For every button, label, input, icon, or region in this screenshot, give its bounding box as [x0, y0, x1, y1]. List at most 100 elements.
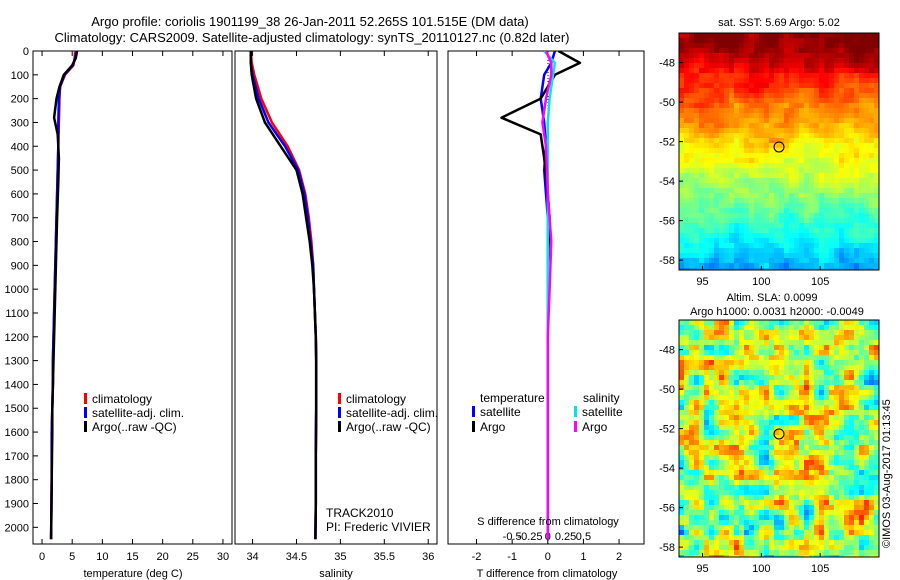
heatmap-cell [794, 228, 799, 233]
heatmap-cell [814, 500, 819, 505]
heatmap-cell [749, 545, 754, 550]
heatmap-cell [854, 530, 859, 535]
heatmap-cell [729, 435, 734, 440]
heatmap-cell [849, 38, 854, 43]
heatmap-cell [754, 470, 759, 475]
heatmap-cell [704, 103, 709, 108]
heatmap-cell [734, 73, 739, 78]
heatmap-cell [754, 485, 759, 490]
heatmap-cell [744, 203, 749, 208]
heatmap-cell [709, 525, 714, 530]
heatmap-cell [714, 103, 719, 108]
heatmap-cell [844, 108, 849, 113]
heatmap-cell [839, 48, 844, 53]
heatmap-cell [744, 355, 749, 360]
heatmap-cell [754, 78, 759, 83]
heatmap-cell [704, 178, 709, 183]
heatmap-cell [794, 98, 799, 103]
heatmap-cell [814, 103, 819, 108]
heatmap-cell [834, 515, 839, 520]
heatmap-cell [754, 495, 759, 500]
heatmap-cell [829, 268, 834, 270]
heatmap-cell [719, 258, 724, 263]
heatmap-cell [684, 233, 689, 238]
heatmap-cell [824, 173, 829, 178]
heatmap-cell [799, 520, 804, 525]
heatmap-cell [854, 193, 859, 198]
heatmap-cell [764, 98, 769, 103]
heatmap-cell [799, 430, 804, 435]
heatmap-cell [749, 263, 754, 268]
heatmap-cell [834, 435, 839, 440]
heatmap-cell [804, 163, 809, 168]
heatmap-cell [789, 555, 794, 557]
heatmap-cell [759, 88, 764, 93]
heatmap-cell [804, 153, 809, 158]
heatmap-cell [699, 83, 704, 88]
heatmap-cell [859, 410, 864, 415]
heatmap-cell [784, 123, 789, 128]
heatmap-cell [809, 405, 814, 410]
heatmap-cell [824, 113, 829, 118]
heatmap-cell [794, 188, 799, 193]
heatmap-cell [819, 123, 824, 128]
heatmap-cell [869, 88, 874, 93]
heatmap-cell [759, 440, 764, 445]
heatmap-cell [849, 63, 854, 68]
heatmap-cell [734, 490, 739, 495]
heatmap-cell [754, 430, 759, 435]
heatmap-cell [864, 485, 869, 490]
heatmap-cell [874, 360, 879, 365]
heatmap-cell [794, 460, 799, 465]
heatmap-cell [754, 33, 759, 38]
heatmap-cell [779, 420, 784, 425]
heatmap-cell [754, 520, 759, 525]
heatmap-cell [769, 410, 774, 415]
heatmap-cell [784, 350, 789, 355]
heatmap-cell [869, 148, 874, 153]
heatmap-cell [859, 530, 864, 535]
heatmap-cell [704, 193, 709, 198]
heatmap-cell [704, 88, 709, 93]
heatmap-cell [714, 405, 719, 410]
heatmap-cell [769, 405, 774, 410]
heatmap-cell [699, 228, 704, 233]
heatmap-cell [709, 228, 714, 233]
heatmap-cell [779, 78, 784, 83]
heatmap-cell [759, 228, 764, 233]
heatmap-cell [749, 108, 754, 113]
heatmap-cell [684, 268, 689, 270]
heatmap-cell [854, 335, 859, 340]
heatmap-cell [694, 108, 699, 113]
heatmap-cell [849, 540, 854, 545]
heatmap-cell [759, 405, 764, 410]
heatmap-cell [844, 465, 849, 470]
heatmap-cell [809, 480, 814, 485]
heatmap-cell [734, 325, 739, 330]
heatmap-cell [824, 440, 829, 445]
xtick-label: 34 [246, 551, 258, 563]
heatmap-cell [699, 530, 704, 535]
heatmap-cell [794, 505, 799, 510]
heatmap-cell [784, 98, 789, 103]
heatmap-cell [704, 405, 709, 410]
heatmap-cell [799, 48, 804, 53]
heatmap-cell [719, 168, 724, 173]
heatmap-cell [749, 440, 754, 445]
heatmap-cell [799, 475, 804, 480]
heatmap-cell [719, 430, 724, 435]
heatmap-cell [734, 243, 739, 248]
heatmap-cell [854, 153, 859, 158]
heatmap-cell [719, 163, 724, 168]
heatmap-cell [739, 183, 744, 188]
heatmap-cell [739, 38, 744, 43]
heatmap-cell [794, 525, 799, 530]
heatmap-cell [869, 355, 874, 360]
heatmap-cell [799, 365, 804, 370]
heatmap-cell [754, 83, 759, 88]
heatmap-cell [824, 48, 829, 53]
heatmap-cell [774, 168, 779, 173]
heatmap-cell [689, 505, 694, 510]
heatmap-cell [734, 330, 739, 335]
heatmap-cell [804, 168, 809, 173]
